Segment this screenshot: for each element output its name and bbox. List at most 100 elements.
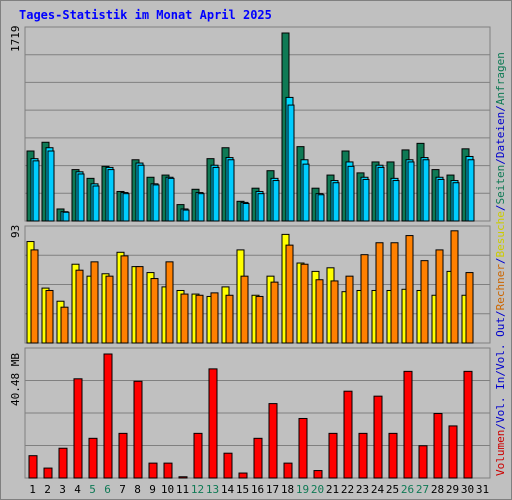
day-label: 2 bbox=[44, 483, 51, 496]
bar-rechner bbox=[330, 280, 339, 344]
bar-rechner bbox=[285, 244, 294, 344]
legend-entry: Rechner bbox=[494, 264, 507, 311]
bar-seiten bbox=[32, 160, 40, 222]
bar-rechner bbox=[90, 261, 99, 344]
bottom-panel-max-label: 40.48 MB bbox=[9, 353, 22, 406]
day-label: 31 bbox=[476, 483, 489, 496]
bar-seiten bbox=[62, 211, 70, 222]
day-label: 8 bbox=[134, 483, 141, 496]
bar-seiten bbox=[182, 209, 190, 222]
bar-seiten bbox=[212, 166, 220, 222]
day-label: 6 bbox=[104, 483, 111, 496]
bar-rechner bbox=[195, 294, 204, 344]
bar-rechner bbox=[60, 306, 69, 344]
bar-seiten bbox=[122, 193, 130, 222]
day-label: 4 bbox=[74, 483, 81, 496]
bar-volumen bbox=[118, 432, 128, 479]
bar-seiten bbox=[467, 159, 475, 222]
bar-rechner bbox=[165, 261, 174, 344]
day-axis-labels: 1 2 3 4 5 6 7 8 9 10 11 12 13 14 15 16 17 18 19 20 21 22 23 24 2… bbox=[29, 483, 489, 496]
bar-rechner bbox=[345, 275, 354, 344]
day-label: 13 bbox=[206, 483, 219, 496]
legend-entry: Vol. Out bbox=[494, 317, 507, 370]
bar-seiten bbox=[392, 180, 400, 222]
day-label: 16 bbox=[251, 483, 264, 496]
bar-volumen bbox=[73, 378, 83, 479]
top-panel-max-label: 1719 bbox=[9, 26, 22, 53]
legend-entry: / bbox=[494, 158, 507, 165]
bar-rechner bbox=[180, 293, 189, 344]
bar-volumen bbox=[148, 462, 158, 479]
day-label: 12 bbox=[191, 483, 204, 496]
bar-volumen bbox=[313, 470, 323, 479]
bar-rechner bbox=[210, 292, 219, 344]
bar-rechner bbox=[240, 275, 249, 344]
bar-rechner bbox=[390, 242, 399, 344]
day-label: 7 bbox=[119, 483, 126, 496]
day-label: 15 bbox=[236, 483, 249, 496]
bar-volumen bbox=[163, 462, 173, 479]
bar-rechner bbox=[360, 254, 369, 344]
bar-volumen bbox=[58, 447, 68, 479]
legend-entry: / bbox=[494, 257, 507, 264]
bar-rechner bbox=[450, 230, 459, 344]
bar-volumen bbox=[133, 380, 143, 479]
day-label: 23 bbox=[356, 483, 369, 496]
bar-seiten bbox=[77, 173, 85, 222]
day-label: 9 bbox=[149, 483, 156, 496]
bar-volumen bbox=[28, 455, 38, 479]
bar-seiten bbox=[302, 163, 310, 222]
middle-panel bbox=[24, 225, 491, 344]
day-label: 27 bbox=[416, 483, 429, 496]
bar-seiten bbox=[227, 159, 235, 222]
day-label: 11 bbox=[176, 483, 189, 496]
bar-seiten bbox=[422, 159, 430, 222]
day-label: 19 bbox=[296, 483, 309, 496]
day-label: 28 bbox=[431, 483, 444, 496]
bar-seiten bbox=[152, 184, 160, 222]
bar-rechner bbox=[465, 272, 474, 344]
day-label: 1 bbox=[29, 483, 36, 496]
bar-volumen bbox=[238, 472, 248, 479]
bar-seiten bbox=[317, 194, 325, 222]
legend-entry: Vol. In bbox=[494, 377, 507, 423]
day-label: 20 bbox=[311, 483, 324, 496]
bar-rechner bbox=[105, 275, 114, 344]
bar-seiten bbox=[407, 161, 415, 222]
bar-volumen bbox=[388, 432, 398, 479]
bar-seiten bbox=[332, 182, 340, 222]
bar-volumen bbox=[418, 445, 428, 479]
bar-rechner bbox=[255, 295, 264, 344]
middle-panel-max-label: 93 bbox=[9, 225, 22, 238]
legend-entry: Dateien bbox=[494, 112, 507, 158]
bar-seiten bbox=[47, 150, 55, 222]
top-panel bbox=[24, 26, 491, 222]
bar-seiten bbox=[92, 185, 100, 222]
day-label: 22 bbox=[341, 483, 354, 496]
bar-rechner bbox=[30, 249, 39, 344]
bar-rechner bbox=[120, 255, 129, 344]
bar-volumen bbox=[43, 467, 53, 479]
day-label: 5 bbox=[89, 483, 96, 496]
bar-seiten bbox=[362, 178, 370, 222]
bar-seiten bbox=[167, 177, 175, 222]
legend-entry: Besuche bbox=[494, 211, 507, 257]
bar-volumen bbox=[178, 476, 188, 479]
bar-seiten bbox=[137, 164, 145, 222]
bar-volumen bbox=[253, 437, 263, 479]
bar-seiten bbox=[272, 180, 280, 222]
bar-volumen bbox=[358, 432, 368, 479]
bar-rechner bbox=[45, 289, 54, 344]
bar-rechner bbox=[300, 263, 309, 344]
bar-seiten bbox=[437, 178, 445, 222]
bar-volumen bbox=[328, 432, 338, 479]
day-label: 24 bbox=[371, 483, 385, 496]
day-label: 26 bbox=[401, 483, 414, 496]
bar-seiten bbox=[197, 193, 205, 222]
bar-volumen bbox=[268, 403, 278, 479]
bar-volumen bbox=[433, 413, 443, 479]
legend-entry: Anfragen bbox=[494, 52, 507, 105]
bar-volumen bbox=[298, 417, 308, 479]
bar-seiten bbox=[287, 104, 295, 222]
legend-entry: / bbox=[494, 204, 507, 211]
